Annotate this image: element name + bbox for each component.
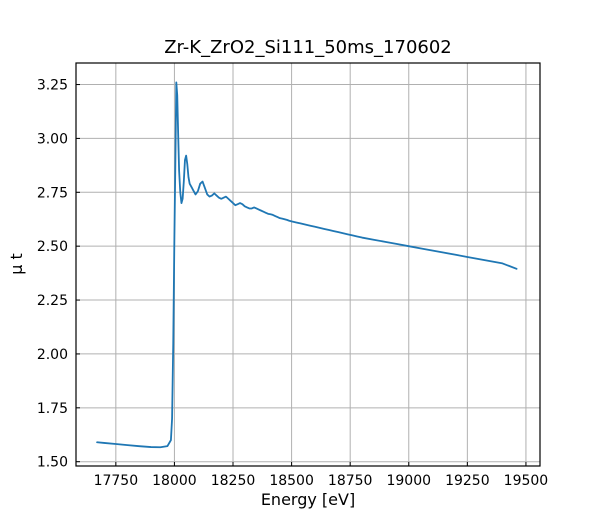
y-tick-label: 2.25: [37, 293, 68, 309]
y-tick-label: 2.50: [37, 239, 68, 255]
x-tick-label: 17750: [94, 473, 139, 489]
x-tick-label: 19500: [504, 473, 549, 489]
series-line: [96, 81, 518, 449]
y-tick-label: 2.75: [37, 185, 68, 201]
y-tick-label: 3.25: [37, 78, 68, 94]
x-tick-label: 19000: [386, 473, 431, 489]
x-axis-label: Energy [eV]: [261, 490, 355, 509]
y-tick-label: 1.75: [37, 401, 68, 417]
y-axis-label: μ t: [7, 253, 26, 275]
grid-layer: [76, 63, 540, 466]
x-tick-label: 18750: [328, 473, 373, 489]
y-tick-label: 2.00: [37, 347, 68, 363]
chart-title: Zr-K_ZrO2_Si111_50ms_170602: [164, 37, 452, 58]
x-tick-label: 18250: [211, 473, 256, 489]
y-tick-label: 3.00: [37, 131, 68, 147]
x-tick-label: 18000: [152, 473, 197, 489]
y-tick-label: 1.50: [37, 455, 68, 471]
plot-frame: [75, 62, 541, 467]
tick-layer: 17750 18000 18250 18500 18750 19000 19250 19500…: [37, 78, 548, 489]
series-layer: [96, 81, 518, 449]
x-tick-label: 19250: [445, 473, 490, 489]
x-tick-label: 18500: [269, 473, 314, 489]
